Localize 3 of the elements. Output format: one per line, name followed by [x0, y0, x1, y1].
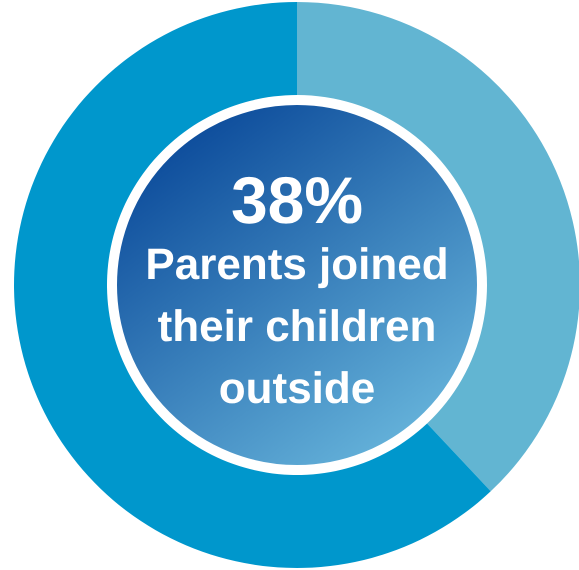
text: 38% [230, 163, 364, 237]
text: Parents joined their children outside [145, 240, 449, 413]
donut-slice [14, 2, 491, 568]
